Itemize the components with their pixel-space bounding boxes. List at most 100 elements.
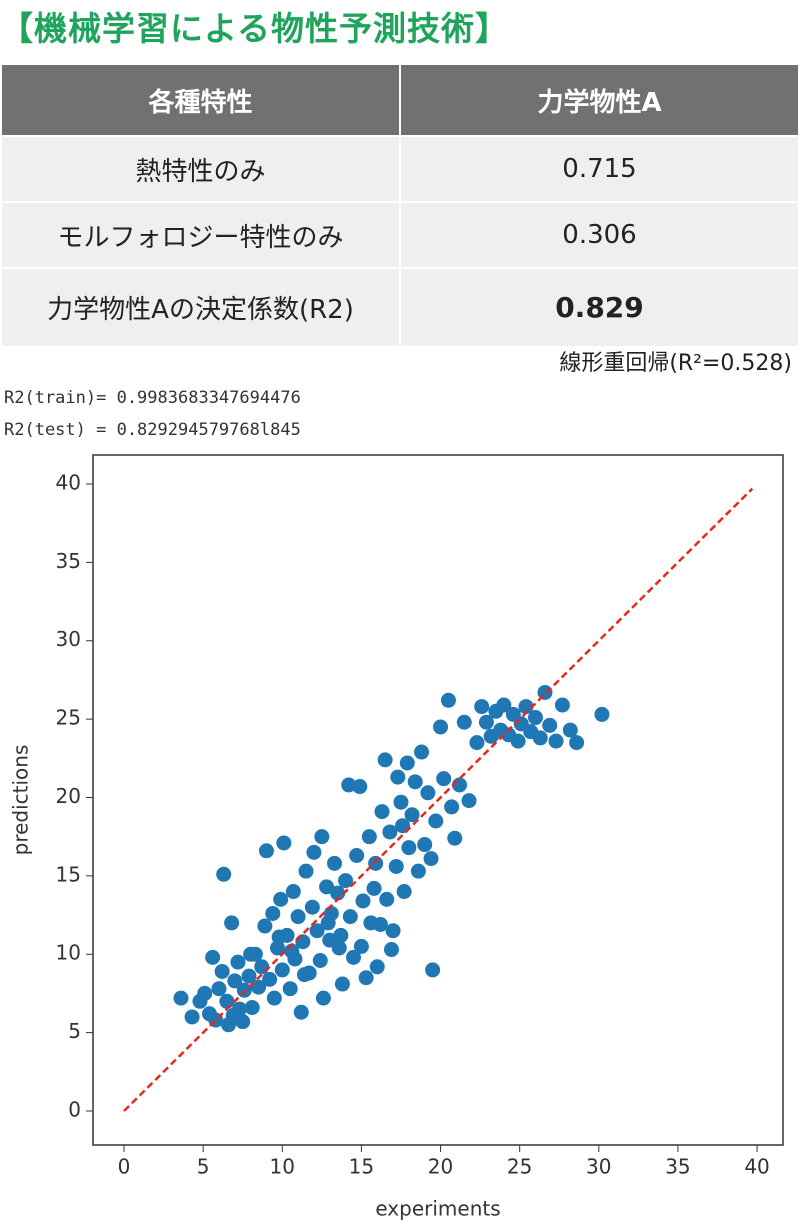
point <box>358 970 374 986</box>
point <box>395 818 411 834</box>
point <box>532 730 548 746</box>
point <box>306 844 322 860</box>
point <box>320 915 336 931</box>
point <box>436 771 452 787</box>
point <box>298 863 314 879</box>
x-tick-label: 10 <box>270 1155 295 1179</box>
point <box>410 863 426 879</box>
point <box>266 990 282 1006</box>
point <box>353 938 369 954</box>
point <box>293 1004 309 1020</box>
point <box>388 858 404 874</box>
point <box>285 884 301 900</box>
point <box>227 973 243 989</box>
point <box>420 785 436 801</box>
point <box>262 971 278 987</box>
point <box>244 1000 260 1016</box>
point <box>527 710 543 726</box>
point <box>510 733 526 749</box>
point <box>352 779 368 795</box>
point <box>355 893 371 909</box>
point <box>423 851 439 867</box>
point <box>220 1017 236 1033</box>
y-tick-label: 0 <box>68 1097 81 1121</box>
point <box>385 923 401 939</box>
cell: 0.829 <box>399 267 800 348</box>
plot-frame <box>92 454 784 1146</box>
cell: 0.715 <box>399 135 800 203</box>
point <box>382 824 398 840</box>
point <box>241 968 257 984</box>
point <box>456 714 472 730</box>
x-axis-label: experiments <box>375 1197 500 1221</box>
point <box>314 829 330 845</box>
point <box>433 719 449 735</box>
cell: 0.306 <box>399 201 800 269</box>
point <box>274 962 290 978</box>
point <box>469 735 485 751</box>
header-cell: 各種特性 <box>0 63 401 137</box>
x-tick-label: 15 <box>349 1155 374 1179</box>
point <box>542 717 558 733</box>
y-tick-label: 35 <box>56 549 81 573</box>
point <box>345 949 361 965</box>
x-tick-label: 0 <box>118 1155 131 1179</box>
point <box>319 879 335 895</box>
point <box>219 993 235 1009</box>
x-tick-label: 40 <box>744 1155 769 1179</box>
y-axis-label: predictions <box>9 745 33 856</box>
point <box>562 722 578 738</box>
table: 各種特性 力学物性A 熱特性のみ 0.715 モルフォロジー特性のみ 0.306… <box>0 63 800 348</box>
point <box>496 697 512 713</box>
point <box>518 699 534 715</box>
point <box>257 918 273 934</box>
point <box>399 755 415 771</box>
point <box>235 1014 251 1030</box>
point <box>184 1009 200 1025</box>
point <box>230 954 246 970</box>
y-tick-label: 15 <box>56 862 81 886</box>
table-row: 力学物性Aの決定係数(R2) 0.829 <box>0 267 800 348</box>
point <box>330 885 346 901</box>
point <box>414 744 430 760</box>
x-tick-label: 20 <box>428 1155 453 1179</box>
point <box>361 829 377 845</box>
table-row: 熱特性のみ 0.715 <box>0 135 800 203</box>
point <box>331 940 347 956</box>
point <box>341 777 357 793</box>
point <box>401 840 417 856</box>
point <box>205 949 221 965</box>
point <box>374 804 390 820</box>
code-line: R2(train)= 0.9983683347694476 <box>4 388 301 408</box>
point <box>304 899 320 915</box>
point <box>548 733 564 749</box>
cell: 熱特性のみ <box>0 135 401 203</box>
point <box>214 963 230 979</box>
point <box>338 873 354 889</box>
point <box>428 813 444 829</box>
header-cell: 力学物性A <box>399 63 800 137</box>
x-tick-label: 35 <box>665 1155 690 1179</box>
point <box>173 990 189 1006</box>
reference-line <box>123 487 754 1112</box>
point <box>243 946 259 962</box>
point <box>290 909 306 925</box>
point <box>349 847 365 863</box>
point <box>478 714 494 730</box>
point <box>254 959 270 975</box>
point <box>390 769 406 785</box>
point <box>315 990 331 1006</box>
point <box>417 837 433 853</box>
point <box>396 884 412 900</box>
point <box>216 866 232 882</box>
point <box>474 699 490 715</box>
point <box>393 794 409 810</box>
point <box>366 880 382 896</box>
point <box>333 927 349 943</box>
point <box>379 891 395 907</box>
point <box>440 692 456 708</box>
point <box>251 979 267 995</box>
point <box>377 752 393 768</box>
cell: モルフォロジー特性のみ <box>0 201 401 269</box>
